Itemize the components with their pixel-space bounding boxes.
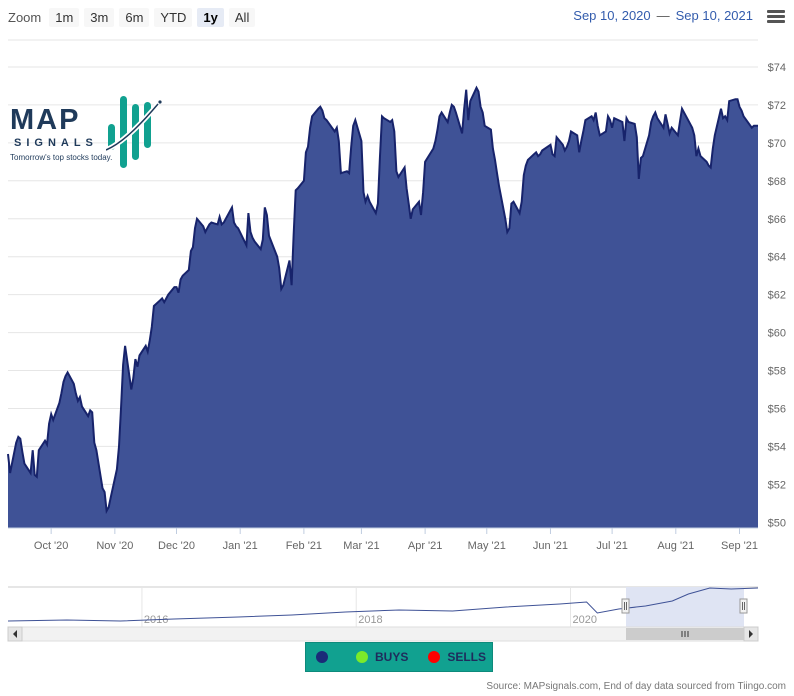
zoom-button-ytd[interactable]: YTD bbox=[154, 7, 193, 27]
logo-word: MAP bbox=[10, 104, 81, 136]
y-tick-label: $56 bbox=[768, 403, 786, 415]
x-tick-label: Feb '21 bbox=[286, 540, 322, 552]
zoom-label: Zoom bbox=[8, 9, 42, 25]
y-tick-label: $72 bbox=[768, 100, 786, 112]
y-tick-label: $62 bbox=[768, 290, 786, 302]
legend-item-price[interactable] bbox=[316, 651, 356, 663]
legend-dot-sells bbox=[428, 651, 441, 663]
zoom-button-all[interactable]: All bbox=[228, 7, 256, 27]
range-separator: — bbox=[656, 8, 670, 23]
zoom-button-1m[interactable]: 1m bbox=[49, 7, 80, 27]
x-tick-label: Jul '21 bbox=[596, 540, 627, 552]
navigator-selection[interactable] bbox=[626, 587, 744, 627]
zoom-toolbar: Zoom 1m 3m 6m YTD 1y All bbox=[8, 6, 260, 28]
signals-legend: BUYS SELLS bbox=[305, 642, 493, 672]
logo-subword: SIGNALS bbox=[14, 137, 98, 149]
range-from-input[interactable]: Sep 10, 2020 bbox=[573, 8, 651, 23]
navigator-year-label: 2020 bbox=[573, 614, 597, 626]
y-tick-label: $74 bbox=[768, 62, 786, 74]
legend-label-sells: SELLS bbox=[447, 650, 487, 664]
x-tick-label: Mar '21 bbox=[343, 540, 379, 552]
logo-tagline: Tomorrow's top stocks today. bbox=[10, 153, 113, 162]
navigator-handle-left[interactable] bbox=[621, 598, 630, 614]
x-tick-label: May '21 bbox=[468, 540, 506, 552]
y-tick-label: $58 bbox=[768, 366, 786, 378]
y-tick-label: $70 bbox=[768, 138, 786, 150]
zoom-button-3m[interactable]: 3m bbox=[84, 7, 115, 27]
price-chart: Oct '20 Nov '20 Dec '20 Jan '21 Feb '21 Mar '… bbox=[7, 39, 786, 552]
logo-mark-icon bbox=[106, 96, 162, 168]
legend-item-sells[interactable]: SELLS bbox=[428, 650, 486, 664]
y-tick-label: $60 bbox=[768, 328, 786, 340]
date-range: Sep 10, 2020 — Sep 10, 2021 bbox=[573, 8, 753, 23]
range-to-input[interactable]: Sep 10, 2021 bbox=[675, 8, 753, 23]
legend-label-buys: BUYS bbox=[375, 650, 409, 664]
x-tick-label: Oct '20 bbox=[34, 540, 69, 552]
navigator-year-label: 2018 bbox=[358, 614, 382, 626]
x-tick-label: Nov '20 bbox=[96, 540, 133, 552]
x-tick-label: Jun '21 bbox=[533, 540, 568, 552]
zoom-button-6m[interactable]: 6m bbox=[119, 7, 150, 27]
x-tick-label: Apr '21 bbox=[408, 540, 443, 552]
source-note: Source: MAPsignals.com, End of day data … bbox=[486, 681, 786, 692]
y-tick-label: $52 bbox=[768, 479, 786, 491]
navigator-series-line bbox=[7, 587, 759, 622]
x-tick-label: Jan '21 bbox=[223, 540, 258, 552]
x-tick-label: Dec '20 bbox=[158, 540, 195, 552]
y-tick-label: $66 bbox=[768, 214, 786, 226]
y-tick-label: $68 bbox=[768, 176, 786, 188]
zoom-button-1y[interactable]: 1y bbox=[197, 7, 224, 27]
y-tick-label: $64 bbox=[768, 252, 786, 264]
y-tick-label: $50 bbox=[768, 517, 786, 529]
navigator-handle-right[interactable] bbox=[739, 598, 748, 614]
x-tick-label: Sep '21 bbox=[721, 540, 758, 552]
price-line bbox=[7, 85, 758, 515]
navigator[interactable]: 2016 2018 2020 bbox=[0, 583, 794, 643]
hamburger-menu-icon[interactable] bbox=[767, 10, 785, 24]
price-area bbox=[8, 87, 758, 529]
y-tick-label: $54 bbox=[768, 441, 786, 453]
mapsignals-logo: MAP SIGNALS Tomorrow's top stocks today. bbox=[8, 94, 168, 174]
x-tick-label: Aug '21 bbox=[657, 540, 694, 552]
legend-item-buys[interactable]: BUYS bbox=[356, 650, 408, 664]
legend-dot-price bbox=[316, 651, 328, 663]
legend-dot-buys bbox=[356, 651, 368, 663]
